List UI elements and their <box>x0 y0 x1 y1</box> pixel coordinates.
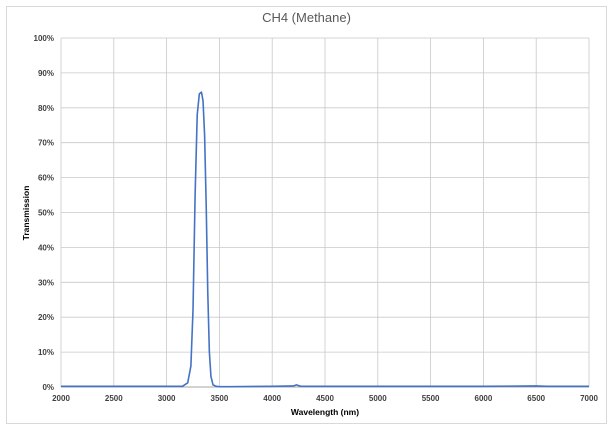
y-tick-labels: 0% 10% 20% 30% 40% 50% 60% 70% 80% 90% 100% <box>34 34 54 392</box>
y-tick-label: 90% <box>38 69 54 78</box>
chart-frame <box>6 6 607 424</box>
x-tick-label: 5500 <box>422 394 440 403</box>
y-tick-label: 20% <box>38 313 54 322</box>
x-tick-label: 3500 <box>211 394 229 403</box>
x-tick-label: 3000 <box>158 394 176 403</box>
x-axis-title: Wavelength (nm) <box>291 407 359 417</box>
x-tick-label: 2000 <box>52 394 70 403</box>
y-tick-label: 40% <box>38 243 54 252</box>
x-tick-label: 7000 <box>580 394 598 403</box>
y-tick-label: 10% <box>38 348 54 357</box>
x-tick-label: 4000 <box>263 394 281 403</box>
series-line <box>61 91 589 388</box>
x-tick-label: 2500 <box>105 394 123 403</box>
x-tick-label: 4500 <box>316 394 334 403</box>
x-tick-label: 6000 <box>475 394 493 403</box>
x-tick-labels: 2000 2500 3000 3500 4000 4500 5000 5500 6000 6500… <box>52 394 598 403</box>
y-axis-title: Transmission <box>21 186 31 241</box>
y-tick-label: 50% <box>38 209 54 218</box>
y-tick-label: 70% <box>38 139 54 148</box>
x-tick-label: 6500 <box>527 394 545 403</box>
series-layer <box>61 91 589 388</box>
y-tick-label: 0% <box>42 383 54 392</box>
chart-title: CH4 (Methane) <box>262 10 351 25</box>
x-tick-label: 5000 <box>369 394 387 403</box>
y-tick-label: 100% <box>34 34 54 43</box>
y-tick-label: 60% <box>38 174 54 183</box>
y-tick-label: 80% <box>38 104 54 113</box>
gridlines <box>60 37 590 387</box>
y-tick-label: 30% <box>38 278 54 287</box>
